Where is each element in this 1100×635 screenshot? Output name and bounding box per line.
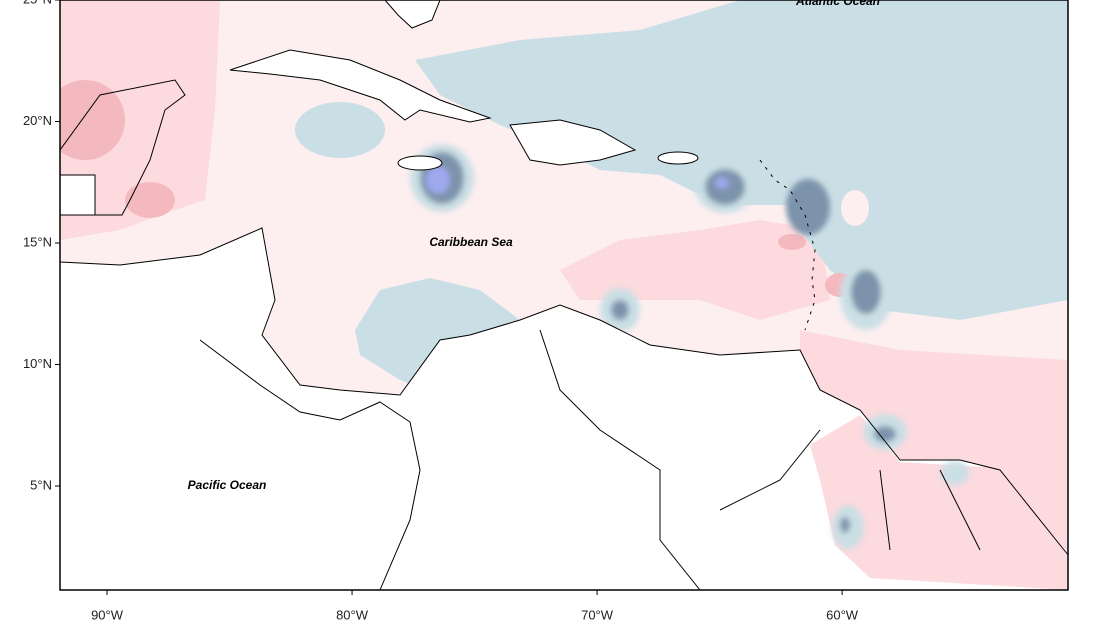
belize-patch	[125, 182, 175, 218]
ocean-label: Atlantic Ocean	[795, 0, 880, 8]
map-field: Atlantic Ocean Caribbean Sea Pacific Oce…	[60, 0, 1068, 590]
lesser-antilles	[759, 159, 816, 331]
land-cells	[832, 414, 969, 549]
florida	[384, 0, 441, 29]
y-tick-label: 5°N	[30, 477, 52, 492]
cell	[874, 426, 896, 442]
coastline	[60, 227, 1068, 556]
x-tick-label: 80°W	[336, 607, 369, 622]
cell	[715, 177, 729, 189]
anomaly-cells	[410, 144, 892, 332]
yucatan-patch	[60, 80, 125, 160]
cell	[426, 166, 450, 194]
cell	[840, 517, 850, 533]
blue-patch	[295, 102, 385, 158]
guiana-field	[810, 415, 1068, 590]
x-tick-label: 90°W	[91, 607, 124, 622]
cell	[941, 461, 969, 485]
pacific-coast	[199, 339, 421, 590]
y-tick-label: 10°N	[23, 356, 52, 371]
coastline	[60, 79, 186, 216]
pink-patch	[778, 234, 806, 250]
y-tick-label: 15°N	[23, 234, 52, 249]
gulf-field	[60, 0, 220, 240]
cell	[851, 270, 881, 314]
y-tick-label: 20°N	[23, 113, 52, 128]
sea-label: Caribbean Sea	[429, 235, 513, 249]
land	[60, 175, 95, 215]
x-tick-label: 70°W	[581, 607, 614, 622]
hispaniola	[509, 119, 637, 166]
blue-patch	[355, 278, 520, 395]
jamaica	[397, 155, 443, 171]
frame	[59, 0, 1069, 591]
borders	[539, 329, 981, 590]
puerto-rico	[657, 151, 699, 165]
y-tick-label: 25°N	[23, 0, 52, 6]
cell	[786, 179, 830, 235]
cuba	[229, 49, 492, 123]
land	[60, 228, 1068, 590]
ocean-label: Pacific Ocean	[188, 478, 267, 492]
cell	[611, 300, 629, 320]
light-patch	[841, 190, 869, 226]
atlantic-field	[415, 0, 1068, 320]
x-tick-label: 60°W	[826, 607, 859, 622]
